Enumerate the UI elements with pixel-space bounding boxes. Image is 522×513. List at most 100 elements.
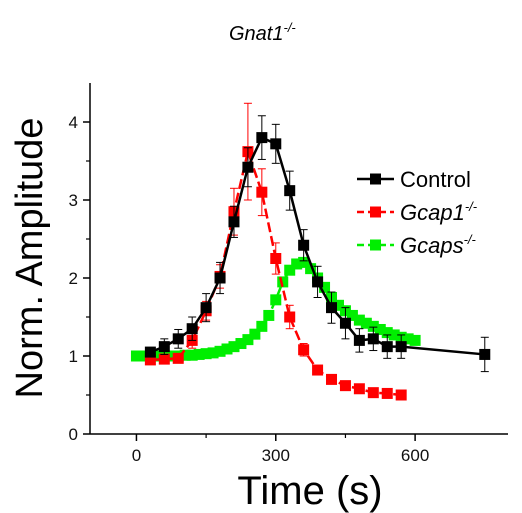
data-point <box>207 347 219 359</box>
data-point <box>235 338 247 350</box>
data-point <box>200 348 212 360</box>
data-point <box>284 185 296 197</box>
x-tick-label: 0 <box>132 446 141 465</box>
legend-marker <box>370 173 381 185</box>
data-point <box>284 311 296 323</box>
data-point <box>172 333 184 345</box>
data-point <box>270 294 282 306</box>
legend-marker <box>370 206 381 218</box>
data-point <box>249 328 261 340</box>
data-point <box>479 348 491 360</box>
data-point <box>298 239 310 251</box>
data-point <box>270 253 282 264</box>
data-point <box>402 333 414 345</box>
series-layer <box>130 102 491 401</box>
data-point <box>228 216 240 228</box>
data-point <box>339 380 351 392</box>
y-tick-label: 4 <box>69 113 78 132</box>
series-control <box>144 115 491 373</box>
chart-title-superscript: -/- <box>283 20 296 35</box>
data-point <box>158 341 170 353</box>
data-point <box>221 343 233 355</box>
legend-label-text: Control <box>400 167 471 192</box>
y-axis-title: Norm. Amplitude <box>9 118 51 399</box>
data-point <box>374 323 386 335</box>
data-point <box>388 329 400 341</box>
data-point <box>242 334 254 346</box>
y-tick-label: 0 <box>69 425 78 444</box>
data-point <box>200 302 212 314</box>
data-point <box>151 350 163 362</box>
data-point <box>284 264 296 276</box>
data-point <box>263 309 275 321</box>
data-point <box>367 333 379 345</box>
data-point <box>346 309 358 321</box>
data-point <box>367 320 379 332</box>
data-point <box>214 345 226 357</box>
data-point <box>381 387 393 399</box>
data-point <box>193 348 205 360</box>
data-point <box>256 132 268 144</box>
data-point <box>256 320 268 332</box>
legend-label-text: Gcap1 <box>400 200 465 225</box>
data-point <box>214 272 226 284</box>
data-point <box>353 334 365 346</box>
legend-label-superscript: -/- <box>464 232 477 247</box>
data-point <box>326 373 338 385</box>
data-point <box>228 341 240 353</box>
legend-marker <box>370 239 381 251</box>
legend-item: Control <box>357 167 471 192</box>
legend-item: Gcap1-/- <box>357 199 478 225</box>
data-point <box>395 389 407 401</box>
data-point <box>381 327 393 339</box>
x-axis-title: Time (s) <box>237 469 382 513</box>
data-point <box>409 334 421 346</box>
data-point <box>242 161 254 173</box>
y-tick-label: 1 <box>69 347 78 366</box>
data-point <box>186 349 198 361</box>
y-tick-label: 3 <box>69 191 78 210</box>
data-point <box>172 352 184 364</box>
legend-label-text: Gcaps <box>400 233 464 258</box>
data-point <box>381 341 393 353</box>
data-point <box>144 354 156 366</box>
data-point <box>158 353 170 365</box>
data-point <box>130 350 142 362</box>
legend-label: Control <box>400 167 471 192</box>
data-point <box>312 364 324 376</box>
data-point <box>298 344 310 356</box>
chart-title-text: Gnat1 <box>229 23 283 45</box>
data-point <box>395 341 407 353</box>
data-point <box>144 346 156 358</box>
data-point <box>256 186 268 198</box>
data-point <box>332 299 344 311</box>
legend-label-superscript: -/- <box>465 199 478 214</box>
data-point <box>305 263 317 275</box>
data-point <box>312 276 324 288</box>
data-point <box>360 317 372 329</box>
data-point <box>137 350 149 362</box>
data-point <box>298 256 310 268</box>
data-point <box>353 383 365 395</box>
x-tick-label: 300 <box>262 446 290 465</box>
data-point <box>319 281 331 293</box>
axis-ticks: 0 300 600 0 1 2 3 4 <box>69 113 430 465</box>
data-point <box>270 138 282 150</box>
data-point <box>326 302 338 314</box>
chart-title: Gnat1-/- <box>229 20 296 45</box>
data-point <box>367 387 379 399</box>
legend-label: Gcaps-/- <box>400 232 477 258</box>
data-point <box>291 258 303 270</box>
data-point <box>165 350 177 362</box>
legend-label: Gcap1-/- <box>400 199 478 225</box>
data-point <box>339 317 351 329</box>
y-tick-label: 2 <box>69 269 78 288</box>
data-point <box>353 314 365 326</box>
x-tick-label: 600 <box>401 446 429 465</box>
data-point <box>186 323 198 335</box>
legend-item: Gcaps-/- <box>357 232 477 258</box>
data-point <box>179 349 191 361</box>
data-point <box>277 276 289 288</box>
